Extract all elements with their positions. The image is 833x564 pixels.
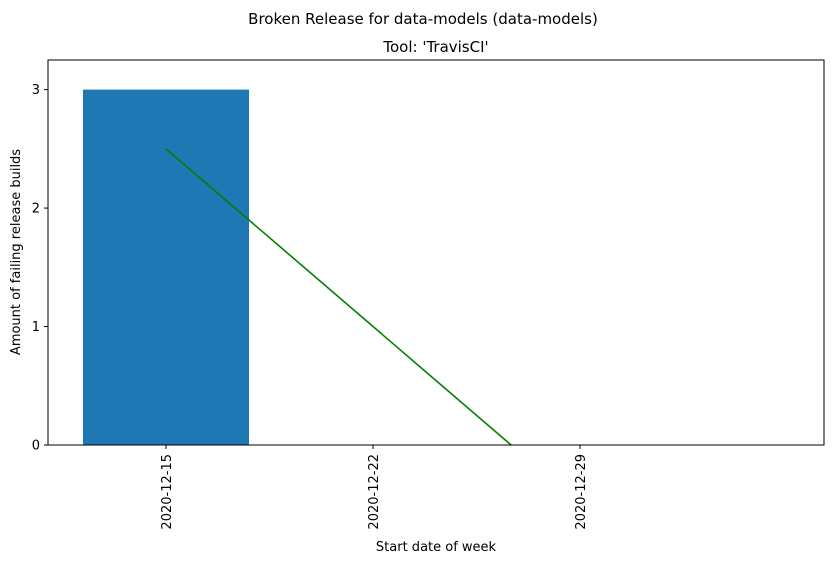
x-axis-label: Start date of week — [376, 540, 497, 555]
chart-suptitle: Broken Release for data-models (data-mod… — [248, 10, 598, 28]
x-tick-label-2020-12-15: 2020-12-15 — [160, 454, 175, 530]
x-tick-label-2020-12-22: 2020-12-22 — [367, 454, 382, 530]
bar-series — [83, 89, 249, 445]
y-tick-label-2: 2 — [32, 202, 40, 217]
x-axis: 2020-12-15 2020-12-22 2020-12-29 — [160, 445, 589, 530]
y-axis-label: Amount of failing release builds — [9, 149, 24, 355]
y-tick-label-1: 1 — [32, 320, 40, 335]
y-axis: 0 1 2 3 — [32, 83, 48, 454]
trend-line — [165, 148, 512, 446]
trend-line-series — [165, 148, 512, 446]
bar-2020-12-15 — [83, 89, 249, 445]
y-tick-label-0: 0 — [32, 439, 40, 454]
x-tick-label-2020-12-29: 2020-12-29 — [574, 454, 589, 530]
chart-title: Tool: 'TravisCI' — [382, 38, 488, 56]
y-tick-label-3: 3 — [32, 83, 40, 98]
plot-frame — [47, 59, 825, 446]
